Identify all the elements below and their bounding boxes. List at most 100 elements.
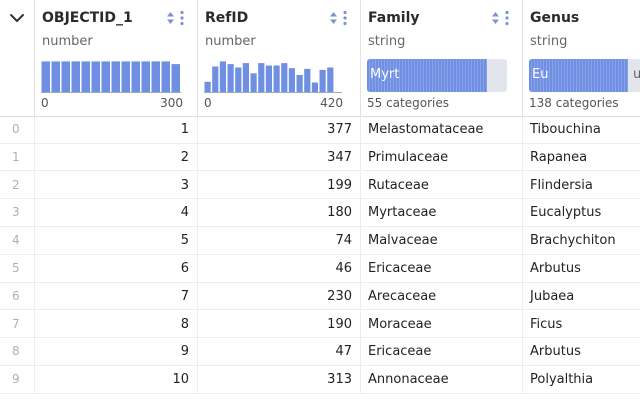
cell-objectid[interactable]: 6 <box>34 255 197 282</box>
cell-genus[interactable]: Tibouchina <box>522 116 640 143</box>
histogram-bar[interactable] <box>111 61 121 92</box>
histogram-bar[interactable] <box>41 61 51 92</box>
histogram[interactable] <box>204 58 342 92</box>
sort-icon[interactable] <box>166 11 175 25</box>
histogram-bar[interactable] <box>71 61 81 92</box>
cell-genus[interactable]: Arbutus <box>522 255 640 282</box>
cell-objectid[interactable]: 7 <box>34 282 197 310</box>
row-index[interactable]: 8 <box>12 344 20 359</box>
column-header-family[interactable]: Family string Myrt 55 categories <box>360 0 522 116</box>
table-row[interactable]: 7 8 190 Moraceae Ficus <box>0 310 640 339</box>
row-index[interactable]: 0 <box>12 122 20 136</box>
row-index[interactable]: 9 <box>12 372 20 387</box>
cell-refid[interactable]: 74 <box>197 227 360 255</box>
table-row[interactable]: 5 6 46 Ericaceae Arbutus <box>0 255 640 283</box>
histogram-bar[interactable] <box>227 64 234 92</box>
cell-family[interactable]: Ericaceae <box>360 255 522 282</box>
cell-genus[interactable]: Rapanea <box>522 143 640 171</box>
cell-refid[interactable]: 190 <box>197 310 360 338</box>
histogram-bar[interactable] <box>171 64 181 92</box>
row-index[interactable]: 5 <box>12 261 20 275</box>
kebab-menu-icon[interactable] <box>342 10 348 26</box>
category-bar[interactable]: Myrt <box>367 59 507 92</box>
column-header-objectid[interactable]: OBJECTID_1 number 0 300 <box>34 0 197 116</box>
cell-genus[interactable]: Eucalyptus <box>522 199 640 227</box>
table-row[interactable]: 2 3 199 Rutaceae Flindersia <box>0 171 640 200</box>
histogram-bar[interactable] <box>250 73 257 92</box>
cell-objectid[interactable]: 8 <box>34 310 197 338</box>
histogram-bar[interactable] <box>219 61 226 92</box>
histogram-bar[interactable] <box>121 61 131 92</box>
table-row[interactable]: 4 5 74 Malvaceae Brachychiton <box>0 227 640 255</box>
cell-refid[interactable]: 47 <box>197 338 360 366</box>
histogram-bar[interactable] <box>319 69 326 92</box>
cell-objectid[interactable]: 10 <box>34 366 197 394</box>
histogram[interactable] <box>41 58 181 92</box>
cell-family[interactable]: Arecaceae <box>360 282 522 310</box>
cell-objectid[interactable]: 1 <box>34 116 197 143</box>
cell-family[interactable]: Myrtaceae <box>360 199 522 227</box>
cell-family[interactable]: Malvaceae <box>360 227 522 255</box>
histogram-bar[interactable] <box>91 61 101 92</box>
cell-objectid[interactable]: 4 <box>34 199 197 227</box>
cell-family[interactable]: Rutaceae <box>360 171 522 199</box>
column-header-genus[interactable]: Genus string Eu u 138 categories <box>522 0 640 116</box>
histogram-bar[interactable] <box>131 61 141 92</box>
cell-family[interactable]: Moraceae <box>360 310 522 338</box>
table-row[interactable]: 0 1 377 Melastomataceae Tibouchina <box>0 116 640 144</box>
histogram-bar[interactable] <box>288 68 295 92</box>
histogram-bar[interactable] <box>51 61 61 92</box>
column-header-refid[interactable]: RefID number 0 420 <box>197 0 360 116</box>
cell-family[interactable]: Primulaceae <box>360 143 522 171</box>
table-row[interactable]: 9 10 313 Annonaceae Polyalthia <box>0 366 640 394</box>
cell-objectid[interactable]: 3 <box>34 171 197 199</box>
histogram-bar[interactable] <box>273 65 280 93</box>
histogram-bar[interactable] <box>151 61 161 92</box>
histogram-bar[interactable] <box>304 68 311 92</box>
row-index[interactable]: 3 <box>12 205 20 220</box>
chevron-down-icon[interactable] <box>9 11 25 25</box>
cell-genus[interactable]: Brachychiton <box>522 227 640 255</box>
cell-refid[interactable]: 46 <box>197 255 360 282</box>
histogram-bar[interactable] <box>258 63 265 92</box>
histogram-bar[interactable] <box>242 63 249 92</box>
histogram-bar[interactable] <box>311 82 318 93</box>
cell-genus[interactable]: Flindersia <box>522 171 640 199</box>
cell-objectid[interactable]: 2 <box>34 143 197 171</box>
cell-genus[interactable]: Jubaea <box>522 282 640 310</box>
histogram-bar[interactable] <box>161 61 171 92</box>
sort-icon[interactable] <box>491 11 500 25</box>
cell-family[interactable]: Melastomataceae <box>360 116 522 143</box>
cell-genus[interactable]: Ficus <box>522 310 640 338</box>
cell-refid[interactable]: 199 <box>197 171 360 199</box>
category-bar[interactable]: Eu u <box>529 59 640 92</box>
cell-refid[interactable]: 180 <box>197 199 360 227</box>
cell-genus[interactable]: Arbutus <box>522 338 640 366</box>
table-row[interactable]: 6 7 230 Arecaceae Jubaea <box>0 282 640 311</box>
kebab-menu-icon[interactable] <box>504 10 510 26</box>
cell-family[interactable]: Annonaceae <box>360 366 522 394</box>
histogram-bar[interactable] <box>101 61 111 92</box>
cell-refid[interactable]: 230 <box>197 282 360 310</box>
row-index[interactable]: 4 <box>12 233 20 248</box>
cell-objectid[interactable]: 5 <box>34 227 197 255</box>
histogram-bar[interactable] <box>61 61 71 92</box>
histogram-bar[interactable] <box>265 65 272 93</box>
row-index[interactable]: 7 <box>12 316 20 331</box>
table-row[interactable]: 1 2 347 Primulaceae Rapanea <box>0 143 640 172</box>
histogram-bar[interactable] <box>296 75 303 92</box>
histogram-bar[interactable] <box>81 61 91 92</box>
row-index[interactable]: 2 <box>12 177 20 192</box>
sort-icon[interactable] <box>329 11 338 25</box>
histogram-bar[interactable] <box>212 66 219 93</box>
row-index[interactable]: 6 <box>12 288 20 303</box>
histogram-bar[interactable] <box>204 81 211 92</box>
table-row[interactable]: 8 9 47 Ericaceae Arbutus <box>0 338 640 367</box>
row-index[interactable]: 1 <box>12 149 20 164</box>
table-row[interactable]: 3 4 180 Myrtaceae Eucalyptus <box>0 199 640 228</box>
histogram-bar[interactable] <box>327 67 334 93</box>
cell-family[interactable]: Ericaceae <box>360 338 522 366</box>
histogram-bar[interactable] <box>281 63 288 92</box>
cell-genus[interactable]: Polyalthia <box>522 366 640 394</box>
cell-refid[interactable]: 377 <box>197 116 360 143</box>
